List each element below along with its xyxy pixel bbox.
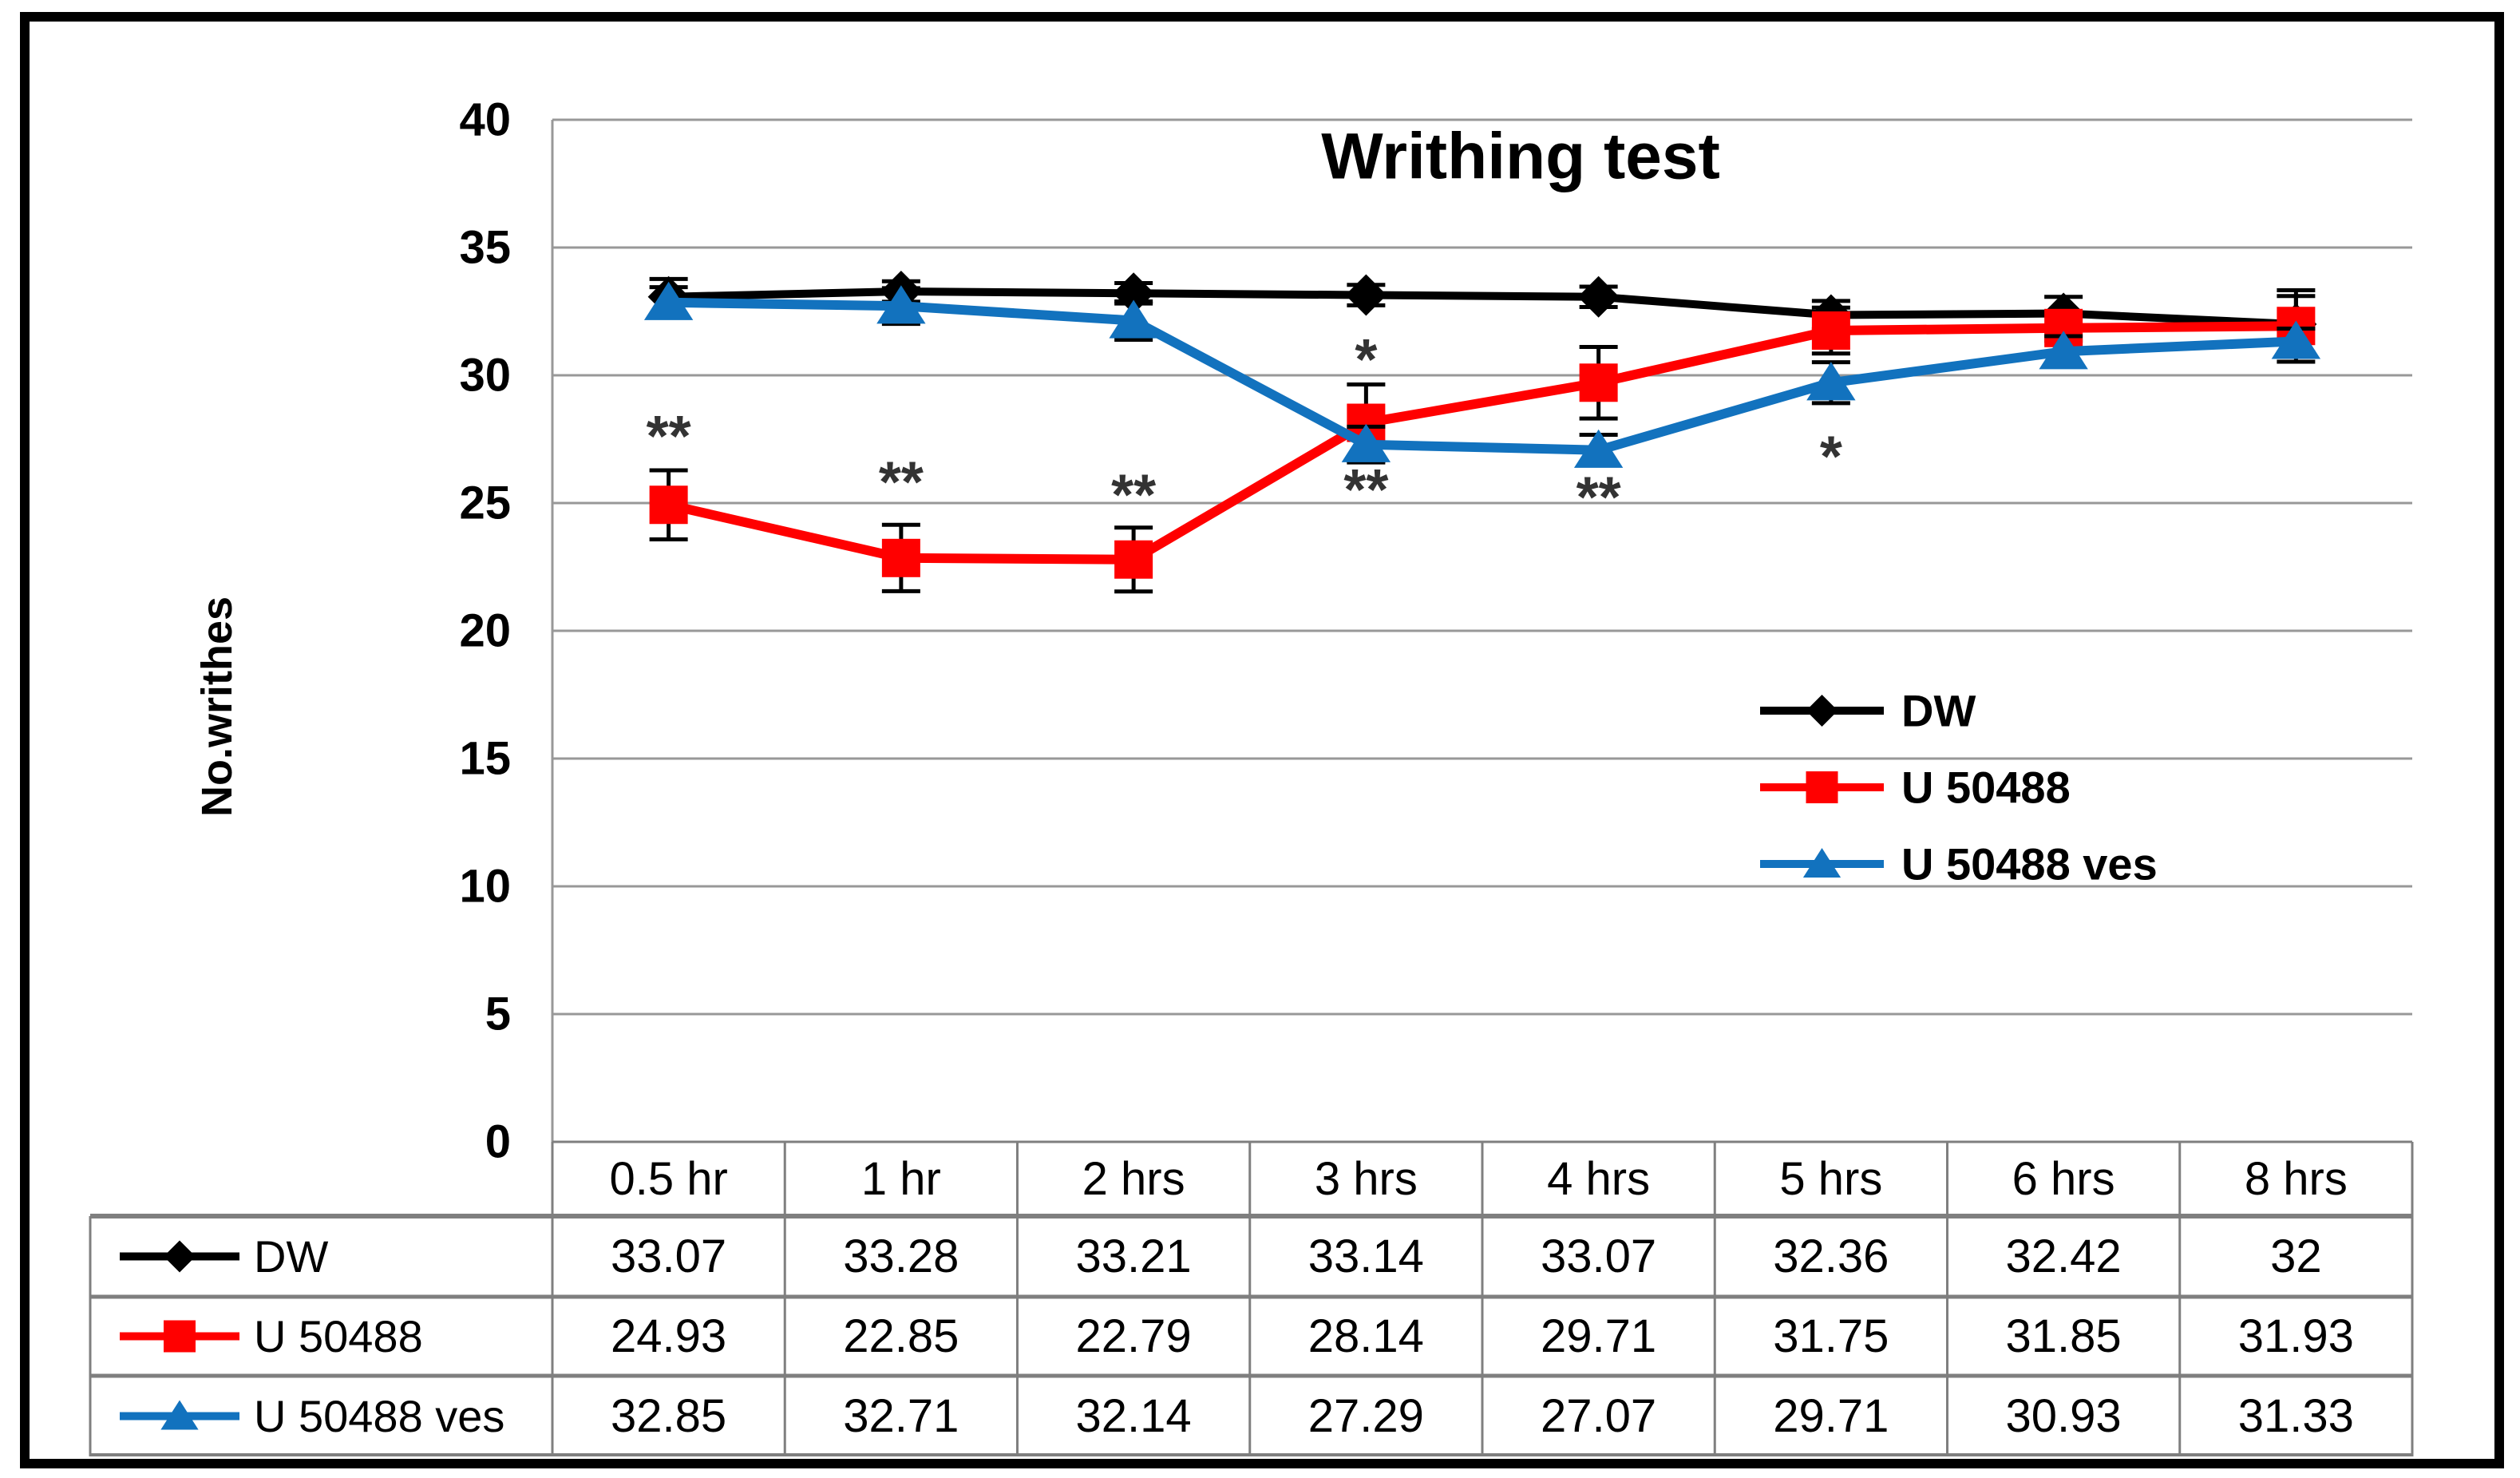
data-table: 0.5 hr 1 hr 2 hrs 3 hrs 4 hrs 5 hrs 6 hrs 8 hrs…: [89, 1140, 2414, 1456]
table-cell-value: 29.71: [1541, 1310, 1656, 1362]
data-point-marker-square: [1806, 771, 1838, 803]
legend-item-dw: DW: [1760, 686, 1976, 736]
y-tick-label: 20: [459, 605, 511, 657]
legend-label: DW: [1901, 686, 1976, 736]
data-point-marker-triangle: [160, 1400, 199, 1430]
table-cell-value: 31.85: [2006, 1310, 2122, 1362]
table-cell-value: 28.14: [1308, 1310, 1424, 1362]
table-header-cell: 0.5 hr: [609, 1153, 727, 1205]
legend-label: U 50488: [1901, 763, 2071, 813]
table-cell-value: 32.36: [1773, 1230, 1889, 1282]
table-header-cell: 8 hrs: [2245, 1153, 2348, 1205]
table-cell-value: 22.79: [1076, 1310, 1192, 1362]
data-point-marker-square: [649, 485, 688, 525]
data-point-marker-triangle: [876, 285, 926, 324]
y-tick-label: 25: [459, 477, 511, 529]
data-point-marker-triangle: [2271, 320, 2321, 359]
data-point-marker-triangle: [1573, 429, 1624, 468]
significance-asterisk: **: [1576, 466, 1621, 530]
legend-item-u-50488-ves: U 50488 ves: [1760, 839, 2158, 890]
y-tick-label: 0: [485, 1116, 511, 1168]
table-row-label: U 50488: [254, 1311, 423, 1361]
table-cell-value: 22.85: [843, 1310, 959, 1362]
gridlines: [551, 118, 2412, 1143]
table-cell-value: 32: [2270, 1230, 2322, 1282]
table-cell-value: 30.93: [2006, 1390, 2122, 1442]
table-cell-value: 31.33: [2238, 1390, 2354, 1442]
y-tick-label: 15: [459, 733, 511, 785]
table-header-cell: 2 hrs: [1082, 1153, 1185, 1205]
y-tick-label: 40: [459, 94, 511, 146]
data-point-marker-square: [881, 538, 920, 577]
data-point-marker-diamond: [164, 1240, 196, 1273]
table-cell-value: 31.93: [2238, 1310, 2354, 1362]
series-u-50488-ves: [643, 281, 2321, 468]
table-cell-value: 33.28: [843, 1230, 959, 1282]
data-point-marker-diamond: [1113, 272, 1155, 315]
table-row-u-50488: U 50488 24.93 22.85 22.79 28.14 29.71 31.75 31.…: [120, 1310, 2354, 1362]
table-header-cell: 5 hrs: [1779, 1153, 1882, 1205]
figure-frame: [20, 12, 2504, 1468]
significance-asterisk: **: [1343, 458, 1388, 522]
table-cell-value: 33.07: [611, 1230, 726, 1282]
table-cell-value: 33.07: [1541, 1230, 1656, 1282]
table-header-cell: 1 hr: [861, 1153, 941, 1205]
table-cell-value: 27.07: [1541, 1390, 1656, 1442]
table-header-cell: 4 hrs: [1547, 1153, 1650, 1205]
table-header-cell: 6 hrs: [2012, 1153, 2115, 1205]
table-cell-value: 33.21: [1076, 1230, 1192, 1282]
data-point-marker-diamond: [1806, 695, 1838, 727]
data-point-marker-triangle: [1109, 299, 1158, 339]
significance-asterisk: **: [1111, 463, 1156, 527]
table-cell-value: 32.85: [611, 1390, 726, 1442]
series-line: [667, 321, 2296, 565]
data-point-marker-diamond: [1577, 275, 1620, 318]
table-cell-value: 32.14: [1076, 1390, 1192, 1442]
table-cell-value: 33.14: [1308, 1230, 1424, 1282]
y-tick-label: 10: [459, 861, 511, 913]
data-point-marker-square: [1579, 363, 1618, 402]
series-plot-area: [643, 271, 2321, 594]
data-point-marker-triangle: [643, 281, 694, 320]
data-point-marker-triangle: [1806, 362, 1856, 401]
y-tick-label: 30: [459, 350, 511, 402]
y-tick-label: 5: [485, 989, 511, 1040]
y-tick-label: 35: [459, 222, 511, 274]
series-line: [668, 297, 2296, 455]
data-point-marker-square: [1811, 311, 1850, 350]
data-point-marker-square: [1114, 540, 1153, 579]
table-row-label: DW: [254, 1231, 328, 1282]
significance-asterisk: **: [647, 405, 691, 469]
table-cell-value: 27.29: [1308, 1390, 1424, 1442]
data-point-marker-square: [164, 1320, 196, 1353]
y-axis-tick-labels: 0 5 10 15 20 25 30 35 40: [459, 94, 511, 1168]
table-cell-value: 31.75: [1773, 1310, 1889, 1362]
data-point-marker-triangle: [1341, 423, 1391, 462]
legend-label: U 50488 ves: [1901, 839, 2158, 890]
legend-item-u-50488: U 50488: [1760, 763, 2071, 813]
table-row-label: U 50488 ves: [254, 1391, 504, 1441]
significance-annotations: **** ***** ***: [647, 328, 1842, 530]
significance-asterisk: *: [1355, 328, 1377, 392]
table-cell-value: 32.71: [843, 1390, 959, 1442]
y-axis-title: No.writhes: [193, 596, 241, 817]
table-header-cell: 3 hrs: [1315, 1153, 1418, 1205]
legend: DW U 50488 U 50488 ves: [1760, 686, 2158, 890]
significance-asterisk: *: [1820, 425, 1842, 489]
table-cell-value: 29.71: [1773, 1390, 1889, 1442]
table-row-u-50488-ves: U 50488 ves 32.85 32.71 32.14 27.29 27.07 29.7…: [120, 1390, 2354, 1442]
table-cell-value: 24.93: [611, 1310, 726, 1362]
table-cell-value: 32.42: [2006, 1230, 2122, 1282]
data-point-marker-diamond: [1345, 274, 1387, 316]
data-point-marker-triangle: [2039, 331, 2088, 370]
significance-asterisk: **: [879, 450, 924, 514]
series-line: [668, 287, 2296, 328]
chart-title: Writhing test: [1321, 121, 1720, 193]
table-row-dw: DW 33.07 33.28 33.21 33.14 33.07 32.36 32.42 32: [120, 1230, 2322, 1282]
data-point-marker-triangle: [1802, 848, 1842, 878]
